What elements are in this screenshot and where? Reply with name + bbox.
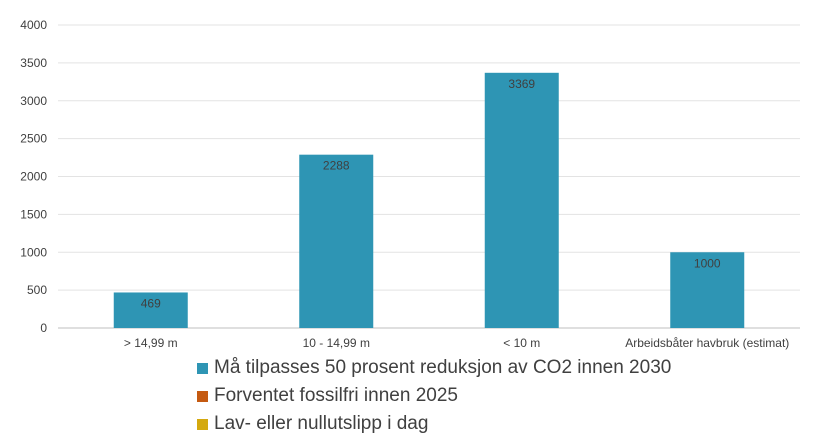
y-tick-label: 4000 bbox=[20, 18, 47, 32]
y-tick-label: 500 bbox=[27, 283, 47, 297]
data-label: 469 bbox=[141, 296, 161, 310]
bar-chart: 0 500 1000 1500 2000 2500 3000 3500 4000 469 > 14,… bbox=[20, 18, 800, 350]
y-tick-label: 3500 bbox=[20, 56, 47, 70]
legend-label: Må tilpasses 50 prosent reduksjon av CO2… bbox=[214, 357, 672, 378]
y-tick-label: 3000 bbox=[20, 94, 47, 108]
legend-item-low-emission: Lav- eller nullutslipp i dag bbox=[197, 410, 671, 438]
legend-label: Forventet fossilfri innen 2025 bbox=[214, 385, 458, 406]
bar bbox=[113, 292, 188, 328]
legend: Må tilpasses 50 prosent reduksjon av CO2… bbox=[197, 354, 671, 438]
y-tick-label: 2500 bbox=[20, 132, 47, 146]
y-tick-label: 1500 bbox=[20, 207, 47, 221]
data-label: 2288 bbox=[323, 159, 350, 173]
y-tick-label: 0 bbox=[40, 321, 47, 335]
legend-label: Lav- eller nullutslipp i dag bbox=[214, 413, 429, 434]
x-tick-label: < 10 m bbox=[503, 336, 540, 350]
x-tick-label: Arbeidsbåter havbruk (estimat) bbox=[625, 336, 789, 350]
bar bbox=[670, 252, 745, 328]
y-tick-label: 1000 bbox=[20, 245, 47, 259]
data-label: 1000 bbox=[694, 256, 721, 270]
x-tick-label: 10 - 14,99 m bbox=[303, 336, 370, 350]
bar bbox=[484, 72, 559, 328]
legend-item-reduction: Må tilpasses 50 prosent reduksjon av CO2… bbox=[197, 354, 671, 382]
legend-swatch-yellow bbox=[197, 418, 208, 430]
data-label: 3369 bbox=[508, 77, 535, 91]
y-tick-label: 2000 bbox=[20, 170, 47, 184]
legend-item-fossil-free: Forventet fossilfri innen 2025 bbox=[197, 382, 671, 410]
legend-swatch-teal bbox=[197, 362, 208, 374]
x-tick-label: > 14,99 m bbox=[124, 336, 178, 350]
bar bbox=[299, 154, 374, 328]
legend-swatch-orange bbox=[197, 390, 208, 402]
